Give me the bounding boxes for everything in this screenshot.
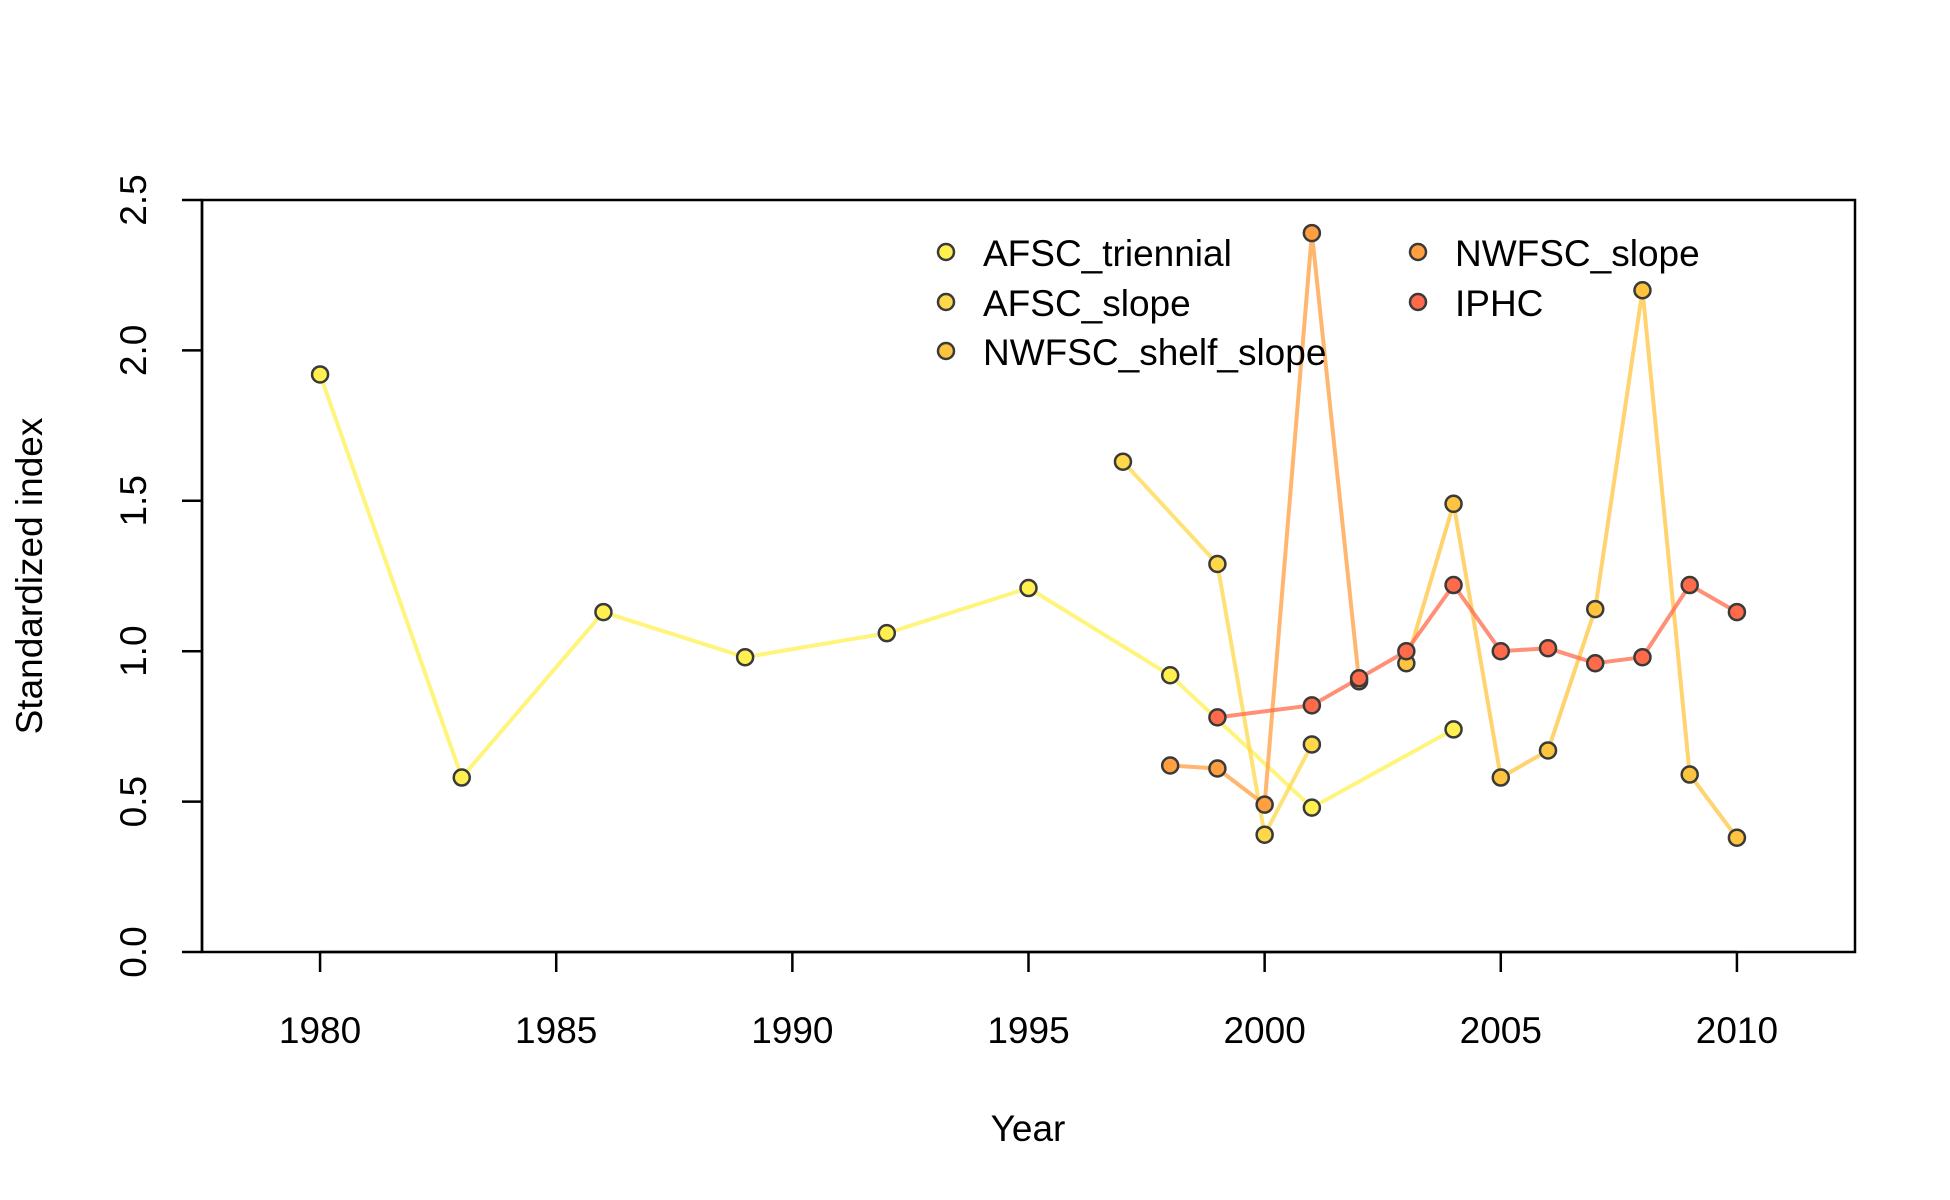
data-point-nwfsc-shelf-slope (1444, 494, 1463, 514)
y-tick-label: 2.0 (113, 325, 154, 376)
data-point-nwfsc-slope (1208, 759, 1227, 778)
data-point-iphc (1538, 638, 1558, 658)
data-point-nwfsc-shelf-slope (1727, 828, 1747, 847)
data-point-nwfsc-shelf-slope (1491, 768, 1511, 787)
data-point-nwfsc-shelf-slope (1585, 599, 1605, 619)
data-point-iphc (1302, 696, 1322, 715)
x-tick-label: 1995 (987, 1010, 1069, 1051)
data-point-afsc-slope (1255, 825, 1274, 844)
series-layer (310, 223, 1747, 847)
legend-label-nwfsc-slope: NWFSC_slope (1455, 233, 1700, 274)
data-point-afsc-triennial (1019, 578, 1038, 598)
data-point-afsc-triennial (310, 365, 330, 384)
y-axis: 0.0 0.5 1.0 1.5 2.0 2.5 (113, 174, 204, 978)
data-point-afsc-slope (1208, 554, 1227, 574)
x-tick-label: 2010 (1696, 1010, 1778, 1051)
data-point-afsc-triennial (1444, 720, 1463, 739)
data-point-iphc (1444, 575, 1463, 595)
legend-marker-nwfsc-slope (1408, 242, 1428, 262)
data-point-iphc (1680, 575, 1699, 595)
data-point-afsc-slope (1302, 735, 1322, 754)
data-point-iphc (1585, 653, 1605, 673)
legend-label-afsc-slope: AFSC_slope (983, 283, 1191, 324)
y-tick-label: 1.5 (113, 475, 154, 526)
data-point-afsc-triennial (877, 623, 897, 643)
data-point-nwfsc-shelf-slope (1680, 765, 1699, 784)
x-axis-title: Year (991, 1108, 1066, 1149)
legend-label-iphc: IPHC (1455, 283, 1543, 324)
data-point-nwfsc-slope (1255, 795, 1274, 814)
y-axis-title: Standardized index (9, 417, 50, 734)
data-point-nwfsc-shelf-slope (1633, 280, 1652, 300)
y-tick-label: 0.0 (113, 926, 154, 977)
data-point-iphc (1633, 647, 1652, 667)
data-point-afsc-triennial (1160, 666, 1180, 685)
y-tick-label: 2.5 (113, 174, 154, 225)
data-point-iphc (1491, 641, 1511, 661)
data-point-afsc-triennial (1302, 798, 1322, 817)
legend: AFSC_triennial AFSC_slope NWFSC_shelf_slop… (936, 233, 1700, 373)
series-line-nwfsc-slope (1170, 231, 1362, 807)
y-tick-label: 0.5 (113, 776, 154, 827)
data-point-iphc (1727, 602, 1747, 622)
data-point-afsc-triennial (452, 768, 472, 787)
data-point-nwfsc-slope (1302, 223, 1322, 243)
x-tick-label: 1980 (279, 1010, 361, 1051)
series-line-nwfsc-shelf-slope (1404, 288, 1739, 839)
series-line-afsc-slope (1121, 460, 1314, 837)
legend-marker-afsc-triennial (936, 242, 956, 262)
legend-marker-iphc (1408, 292, 1428, 312)
data-point-iphc (1349, 669, 1369, 688)
data-point-nwfsc-slope (1160, 756, 1180, 775)
x-tick-label: 2000 (1223, 1010, 1305, 1051)
legend-marker-afsc-slope (936, 292, 956, 312)
legend-label-nwfsc-shelf-slope: NWFSC_shelf_slope (983, 332, 1326, 373)
x-axis: 1980 1985 1990 1995 2000 2005 2010 (279, 950, 1778, 1051)
data-point-iphc (1208, 708, 1227, 727)
x-tick-label: 2005 (1460, 1010, 1542, 1051)
x-tick-label: 1985 (515, 1010, 597, 1051)
x-tick-label: 1990 (751, 1010, 833, 1051)
legend-label-afsc-triennial: AFSC_triennial (983, 233, 1232, 274)
data-point-nwfsc-shelf-slope (1538, 741, 1558, 760)
data-point-iphc (1397, 641, 1416, 661)
data-point-afsc-triennial (735, 647, 755, 667)
legend-marker-nwfsc-shelf-slope (936, 341, 956, 361)
data-point-afsc-triennial (594, 602, 613, 622)
data-point-afsc-slope (1113, 452, 1133, 471)
y-tick-label: 1.0 (113, 625, 154, 676)
